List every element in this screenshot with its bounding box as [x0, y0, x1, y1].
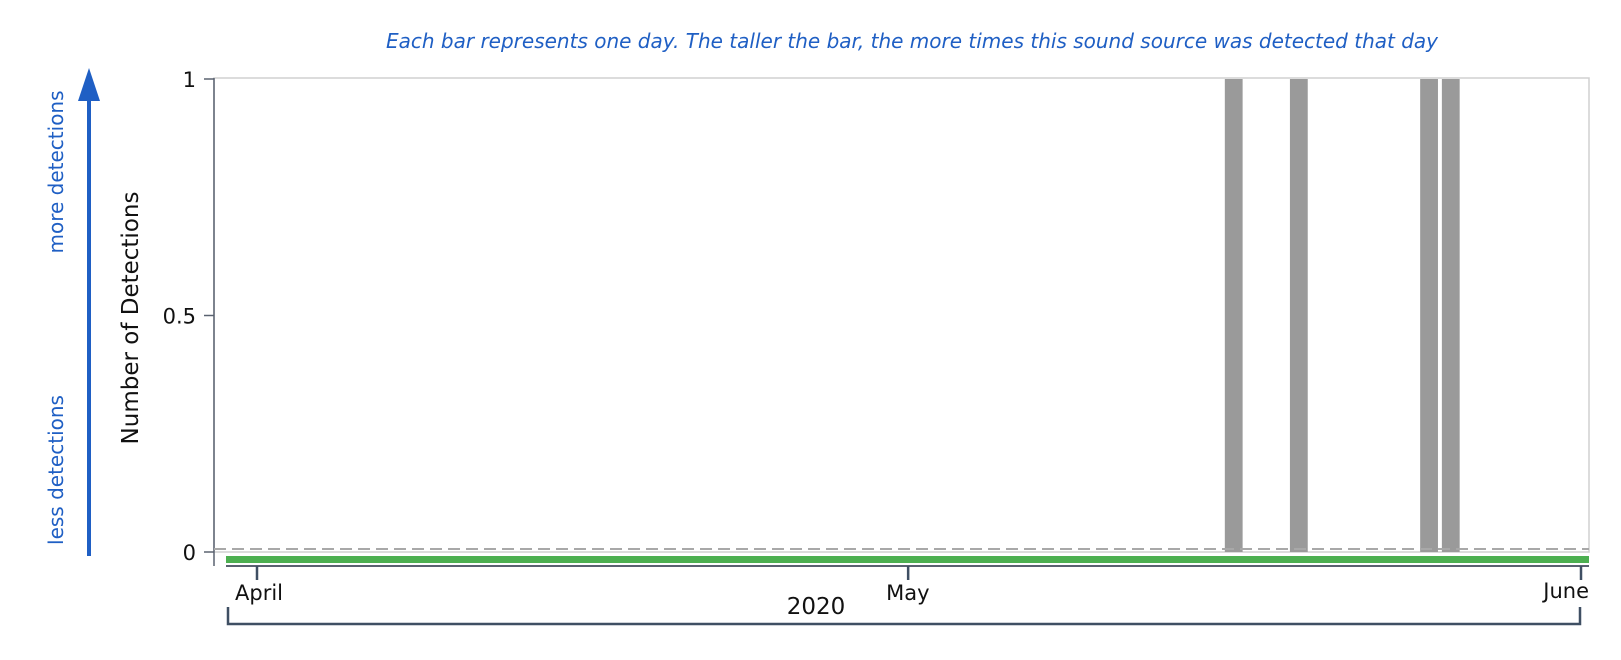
y-axis-ticks: 00.51	[163, 68, 214, 565]
plot-area	[213, 77, 1590, 553]
chart-caption: Each bar represents one day. The taller …	[386, 29, 1439, 53]
y-tick-label: 0	[183, 541, 196, 565]
bar	[1441, 79, 1460, 552]
y-axis-title: Number of Detections	[118, 192, 144, 445]
baseline-band	[226, 556, 1589, 563]
x-axis-ticks: April May June	[235, 566, 1589, 605]
year-bracket	[226, 607, 1582, 626]
arrow-up-icon	[78, 68, 100, 101]
x-tick-label: May	[886, 581, 929, 605]
detections-direction-arrow	[78, 68, 100, 556]
x-group-year-label: 2020	[787, 594, 846, 620]
more-detections-label: more detections	[44, 90, 68, 253]
x-tick-label: April	[235, 581, 283, 605]
x-tick-label: June	[1541, 579, 1589, 603]
bar	[1420, 79, 1438, 552]
bar	[1224, 79, 1243, 552]
bar-series	[1224, 79, 1460, 552]
y-tick-label: 0.5	[163, 305, 196, 329]
y-tick-label: 1	[183, 68, 196, 92]
less-detections-label: less detections	[44, 395, 68, 545]
bar	[1289, 79, 1308, 552]
